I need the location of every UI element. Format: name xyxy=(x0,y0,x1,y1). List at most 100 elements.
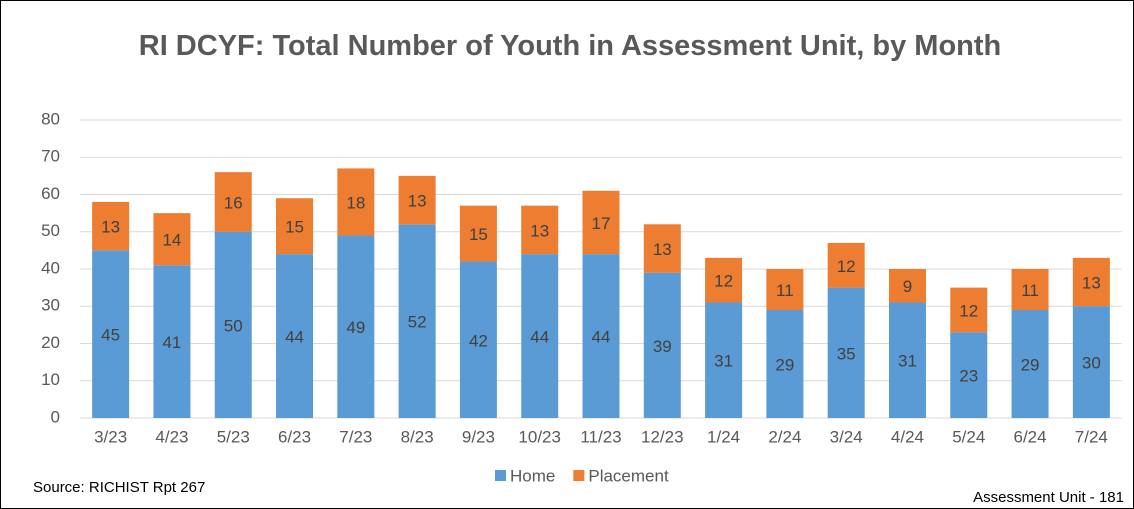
x-tick-label: 7/24 xyxy=(1075,427,1108,446)
data-label: 15 xyxy=(285,218,304,237)
bar-segment xyxy=(153,213,191,266)
bar-segment xyxy=(643,272,681,418)
y-tick-label: 70 xyxy=(41,147,60,166)
data-label: 50 xyxy=(224,316,243,335)
x-tick-label: 8/23 xyxy=(401,427,434,446)
data-label: 52 xyxy=(408,313,427,332)
bar-segment xyxy=(643,224,681,273)
y-tick-label: 50 xyxy=(41,221,60,240)
source-note: Source: RICHIST Rpt 267 xyxy=(33,479,205,496)
bar-segment xyxy=(888,302,926,418)
footer-note: Assessment Unit - 181 xyxy=(973,489,1124,506)
data-label: 13 xyxy=(530,221,549,240)
bar-segment xyxy=(337,235,375,418)
data-label: 44 xyxy=(530,328,549,347)
data-label: 13 xyxy=(1082,274,1101,293)
bar-segment xyxy=(1072,257,1110,307)
x-tick-label: 10/23 xyxy=(518,427,561,446)
x-tick-label: 2/24 xyxy=(768,427,801,446)
x-tick-label: 5/23 xyxy=(217,427,250,446)
bar-segment xyxy=(214,172,252,232)
x-tick-label: 7/23 xyxy=(339,427,372,446)
data-label: 49 xyxy=(346,318,365,337)
data-label: 45 xyxy=(101,326,120,345)
bar-segment xyxy=(398,224,436,418)
legend-label: Placement xyxy=(588,466,669,485)
bar-segment xyxy=(888,269,926,303)
y-tick-label: 40 xyxy=(41,258,60,277)
x-tick-label: 5/24 xyxy=(952,427,985,446)
bar-segment xyxy=(582,190,620,255)
legend-swatch xyxy=(495,470,506,481)
data-label: 35 xyxy=(837,344,856,363)
data-label: 16 xyxy=(224,193,243,212)
y-tick-label: 60 xyxy=(41,184,60,203)
bar-segment xyxy=(459,205,497,262)
data-label: 12 xyxy=(837,257,856,276)
bar-segment xyxy=(766,309,804,418)
x-tick-label: 3/24 xyxy=(830,427,863,446)
bar-segment xyxy=(1011,269,1049,310)
bar-segment xyxy=(827,287,865,418)
data-label: 11 xyxy=(776,281,794,300)
x-tick-label: 12/23 xyxy=(641,427,684,446)
data-label: 9 xyxy=(903,277,912,296)
data-label: 11 xyxy=(1021,281,1039,300)
bar-segment xyxy=(92,201,130,251)
chart-title: RI DCYF: Total Number of Youth in Assess… xyxy=(138,30,1002,62)
data-label: 31 xyxy=(714,352,733,371)
bar-segment xyxy=(582,254,620,418)
y-tick-label: 20 xyxy=(41,333,60,352)
data-label: 39 xyxy=(653,337,672,356)
bar-segment xyxy=(276,198,314,255)
bar-segment xyxy=(276,254,314,418)
bar-segment xyxy=(827,242,865,288)
legend-swatch xyxy=(573,470,585,481)
legend-label: Home xyxy=(510,466,555,485)
y-tick-label: 80 xyxy=(41,109,60,128)
x-tick-label: 9/23 xyxy=(462,427,495,446)
bar-segment xyxy=(766,269,804,310)
data-label: 29 xyxy=(775,355,794,374)
bar-segment xyxy=(459,261,497,418)
data-label: 14 xyxy=(162,231,181,250)
x-tick-label: 6/24 xyxy=(1014,427,1047,446)
bar-segment xyxy=(398,175,436,225)
x-tick-label: 11/23 xyxy=(580,427,621,446)
bar-segment xyxy=(521,205,559,255)
bar-segment xyxy=(950,287,988,333)
bar-segment xyxy=(705,257,743,303)
y-tick-label: 10 xyxy=(41,370,60,389)
x-tick-label: 1/24 xyxy=(707,427,740,446)
data-label: 17 xyxy=(592,214,611,233)
data-label: 31 xyxy=(898,352,917,371)
bar-segment xyxy=(1011,309,1049,418)
data-label: 41 xyxy=(162,333,181,352)
y-tick-label: 0 xyxy=(51,407,60,426)
data-label: 44 xyxy=(592,328,611,347)
bar-segment xyxy=(950,332,988,418)
x-tick-label: 3/23 xyxy=(94,427,127,446)
data-label: 30 xyxy=(1082,354,1101,373)
data-label: 44 xyxy=(285,328,304,347)
bar-segment xyxy=(1072,306,1110,418)
x-tick-label: 6/23 xyxy=(278,427,311,446)
data-label: 13 xyxy=(653,240,672,259)
data-label: 12 xyxy=(714,272,733,291)
data-label: 29 xyxy=(1021,355,1040,374)
x-tick-label: 4/23 xyxy=(155,427,188,446)
bar-segment xyxy=(521,254,559,418)
bar-segment xyxy=(153,265,191,418)
data-label: 42 xyxy=(469,331,488,350)
x-tick-label: 4/24 xyxy=(891,427,924,446)
data-label: 12 xyxy=(959,301,978,320)
data-label: 13 xyxy=(408,192,427,211)
bar-segment xyxy=(705,302,743,418)
bar-segment xyxy=(337,168,375,236)
data-label: 13 xyxy=(101,218,120,237)
bar-segment xyxy=(92,250,130,418)
bar-segment xyxy=(214,231,252,418)
data-label: 18 xyxy=(346,193,365,212)
